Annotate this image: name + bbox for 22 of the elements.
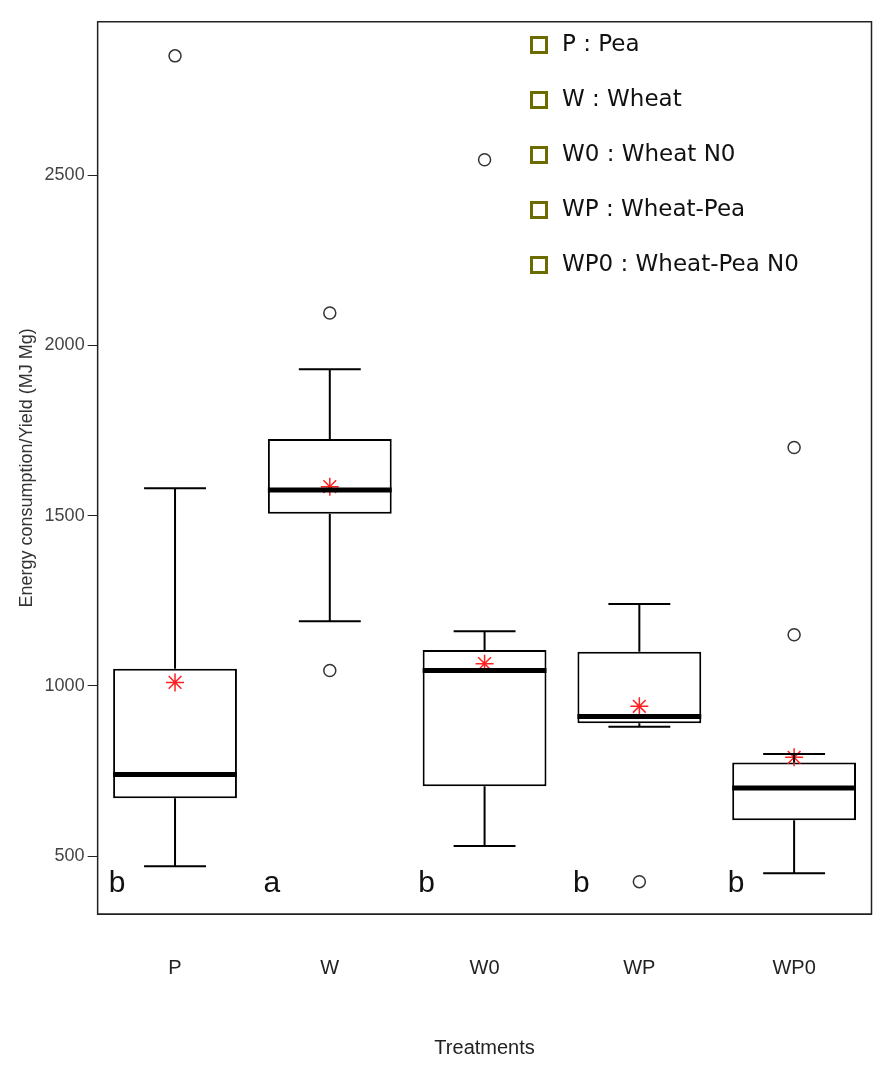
- annotation: W : Wheat: [562, 84, 682, 111]
- annotation: a: [263, 865, 281, 899]
- x-axis-title: Treatments: [434, 1035, 535, 1058]
- x-tick-label: W0: [469, 955, 500, 978]
- y-tick-label: 500: [54, 845, 85, 866]
- annotation: WP : Wheat-Pea: [562, 194, 746, 221]
- y-tick-label: 2500: [44, 164, 85, 185]
- x-tick-label: WP: [623, 955, 656, 978]
- x-tick-label: WP0: [772, 955, 816, 978]
- x-tick-label: P: [168, 955, 182, 978]
- annotation: b: [727, 865, 745, 899]
- annotation: W0 : Wheat N0: [562, 139, 736, 166]
- annotation: P : Pea: [562, 29, 640, 56]
- y-axis-title: Energy consumption/Yield (MJ Mg): [15, 328, 36, 608]
- annotation: b: [418, 865, 435, 899]
- annotation: b: [108, 865, 126, 899]
- x-tick-label: W: [320, 955, 340, 978]
- y-tick-label: 2000: [44, 334, 85, 355]
- annotation: WP0 : Wheat-Pea N0: [562, 249, 799, 276]
- annotation: b: [573, 865, 590, 899]
- y-tick-label: 1500: [44, 504, 85, 525]
- y-tick-label: 1000: [44, 674, 85, 695]
